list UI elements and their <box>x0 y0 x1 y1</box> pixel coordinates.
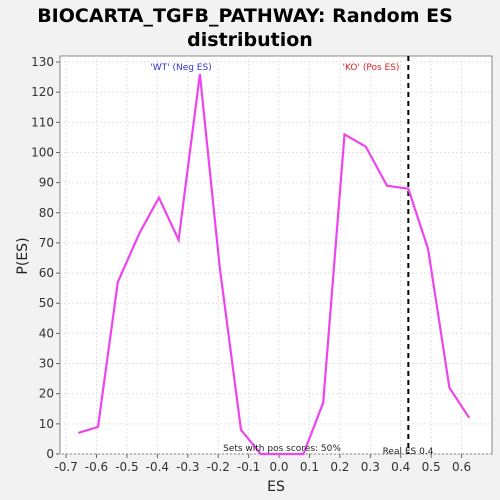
x-tick-label: 0.3 <box>361 460 380 474</box>
x-tick-label: -0.2 <box>206 460 229 474</box>
x-tick-label: -0.5 <box>115 460 138 474</box>
x-tick-label: 0.6 <box>452 460 471 474</box>
x-tick-label: -0.7 <box>54 460 77 474</box>
y-tick-label: 90 <box>39 176 54 190</box>
y-tick-label: 110 <box>31 115 54 129</box>
y-tick-label: 20 <box>39 387 54 401</box>
y-tick-label: 10 <box>39 417 54 431</box>
y-tick-label: 100 <box>31 145 54 159</box>
chart-title-line-1: BIOCARTA_TGFB_PATHWAY: Random ES <box>37 5 453 27</box>
x-tick-label: -0.3 <box>176 460 199 474</box>
y-tick-label: 0 <box>46 447 54 461</box>
y-axis-label: P(ES) <box>15 237 31 274</box>
x-tick-label: -0.1 <box>237 460 260 474</box>
grid-lines <box>60 56 492 455</box>
y-tick-label: 130 <box>31 55 54 69</box>
x-tick-label: 0.1 <box>300 460 319 474</box>
y-tick-label: 120 <box>31 85 54 99</box>
y-tick-label: 50 <box>39 296 54 310</box>
x-tick-label: 0.2 <box>330 460 349 474</box>
neg-es-label: 'WT' (Neg ES) <box>150 63 211 73</box>
series-group <box>77 73 471 456</box>
y-tick-label: 60 <box>39 266 54 280</box>
chart-title-line-2: distribution <box>187 29 313 51</box>
y-tick-label: 70 <box>39 236 54 250</box>
x-tick-label: -0.4 <box>146 460 169 474</box>
x-axis-label: ES <box>267 479 285 495</box>
y-tick-label: 80 <box>39 206 54 220</box>
pos-scores-annotation: Sets with pos scores: 50% <box>223 444 341 454</box>
real-es-annotation: Real ES 0.4 <box>383 447 434 457</box>
x-tick-label: 0.5 <box>422 460 441 474</box>
y-tick-label: 30 <box>39 357 54 371</box>
plot-area <box>59 55 493 455</box>
x-tick-label: -0.6 <box>85 460 108 474</box>
x-tick-label: 0.0 <box>269 460 288 474</box>
y-axis-ticks: 0 10 20 30 40 50 60 70 80 90 100 110 120 130 <box>31 55 60 461</box>
y-tick-label: 40 <box>39 326 54 340</box>
x-tick-label: 0.4 <box>391 460 410 474</box>
x-axis-ticks: -0.7 -0.6 -0.5 -0.4 -0.3 -0.2 -0.1 0.0 0.1 0.2 0.3… <box>54 454 471 474</box>
pos-es-label: 'KO' (Pos ES) <box>343 63 400 73</box>
es-series-line <box>77 73 471 456</box>
